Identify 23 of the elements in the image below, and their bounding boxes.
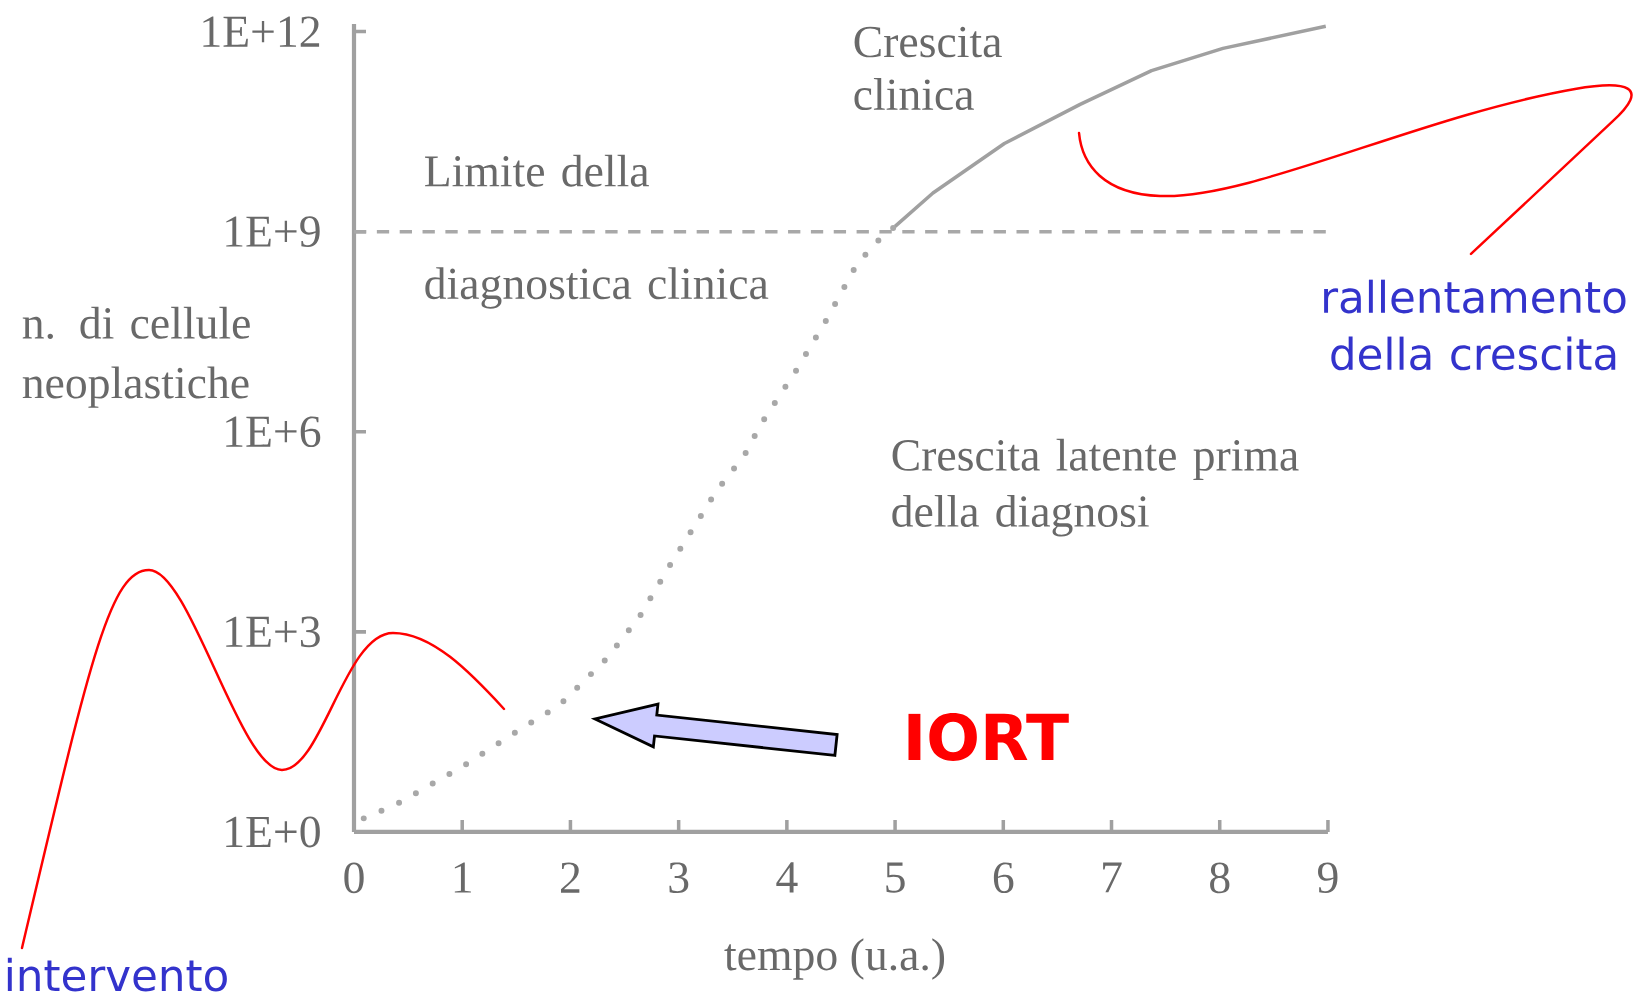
y-axis-title: n. di cellule neoplastiche <box>22 306 250 408</box>
y-tick-label: 1E+9 <box>226 216 320 248</box>
x-tick-label: 5 <box>886 862 905 893</box>
x-tick-label: 0 <box>344 862 364 894</box>
y-tick-label: 1E+3 <box>226 616 320 648</box>
x-tick-label: 6 <box>993 862 1014 894</box>
x-tick-label: 2 <box>561 862 580 893</box>
y-tick-label: 1E+0 <box>226 816 320 848</box>
x-tick-label: 7 <box>1103 862 1122 893</box>
y-tick-label: 1E+12 <box>203 16 320 47</box>
x-axis-title: tempo (u.a.) <box>724 938 945 980</box>
annotation: rallentamento della crescita <box>1324 279 1626 371</box>
x-tick-label: 4 <box>776 862 798 893</box>
annotation: IORT <box>908 713 1069 761</box>
x-tick-label: 8 <box>1210 862 1230 894</box>
x-tick-label: 3 <box>669 862 689 894</box>
text: intervento <box>7 957 227 992</box>
x-tick-label: 9 <box>1318 862 1338 894</box>
x-tick-label: 1 <box>454 862 471 893</box>
y-tick-label: 1E+6 <box>226 416 321 448</box>
text: Limite della diagnostica clinica <box>425 154 769 309</box>
annotation: Crescita latente prima della diagnosi <box>892 438 1299 537</box>
annotation: Crescita clinica <box>854 26 1002 111</box>
